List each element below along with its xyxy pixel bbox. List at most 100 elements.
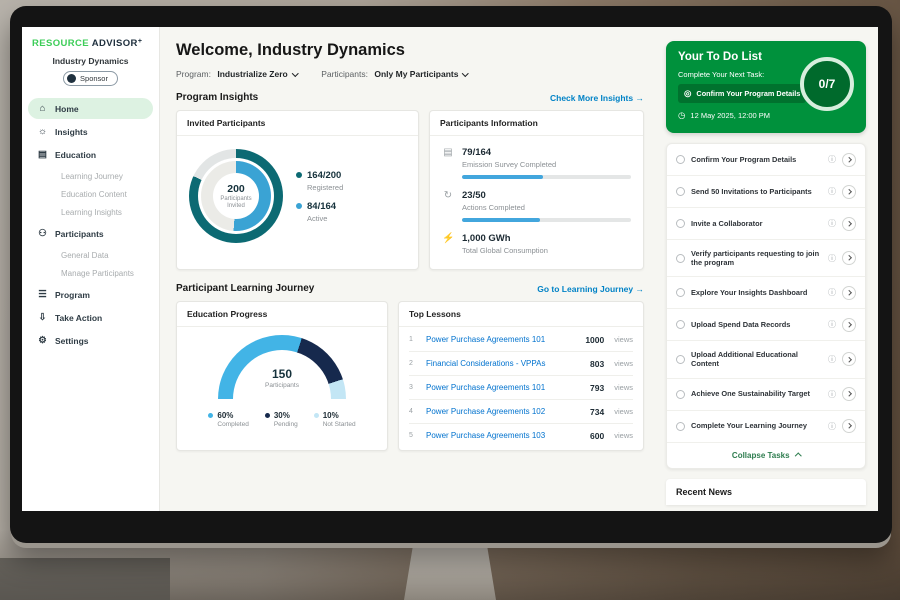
sidebar-item-learning-insights[interactable]: Learning Insights (61, 207, 122, 217)
education-progress-gauge-chart: 150 Participants (218, 335, 346, 403)
participants-filter-label: Participants: (321, 69, 368, 79)
sidebar-item-education-content[interactable]: Education Content (61, 189, 127, 199)
task-row-invite-collaborator[interactable]: Invite a Collaborator ⓘ (667, 208, 865, 240)
settings-icon: ⚙ (38, 335, 47, 346)
stat-global-consumption: ⚡ 1,000 GWh Total Global Consumption (442, 233, 631, 255)
logo-plus: + (137, 38, 143, 45)
task-row-achieve-target[interactable]: Achieve One Sustainability Target ⓘ (667, 379, 865, 411)
task-checkbox[interactable] (676, 187, 685, 196)
info-icon[interactable]: ⓘ (828, 421, 836, 431)
task-row-verify-participants[interactable]: Verify participants requesting to join t… (667, 240, 865, 278)
legend-active: 84/164 Active (296, 201, 343, 223)
todo-panel: Your To Do List Complete Your Next Task:… (656, 27, 878, 511)
sponsor-badge: Sponsor (63, 71, 118, 86)
lesson-link[interactable]: Financial Considerations - VPPAs (426, 359, 546, 368)
app-screen: RESOURCE ADVISOR+ Industry Dynamics Spon… (22, 27, 878, 511)
sidebar-item-general-data[interactable]: General Data (61, 250, 109, 260)
check-more-insights-link[interactable]: Check More Insights → (550, 93, 644, 103)
task-checkbox[interactable] (676, 320, 685, 330)
donut-center-value: 200 (227, 182, 245, 195)
info-icon[interactable]: ⓘ (828, 354, 836, 364)
sidebar-item-settings[interactable]: ⚙ Settings (28, 330, 153, 351)
task-checkbox[interactable] (676, 155, 685, 164)
info-icon[interactable]: ⓘ (828, 219, 836, 228)
app-logo: RESOURCE ADVISOR+ (22, 36, 159, 54)
sidebar-item-learning-journey[interactable]: Learning Journey (61, 171, 123, 181)
task-go-button[interactable] (842, 184, 856, 199)
info-icon[interactable]: ⓘ (828, 320, 836, 330)
task-checkbox[interactable] (676, 389, 685, 399)
lesson-row: 3 Power Purchase Agreements 101 793 view… (409, 376, 633, 400)
sidebar-item-manage-participants[interactable]: Manage Participants (61, 268, 134, 278)
task-go-button[interactable] (842, 387, 856, 401)
top-lessons-list: 1 Power Purchase Agreements 101 1000 vie… (399, 327, 643, 447)
registered-dot-icon (296, 172, 302, 178)
info-icon[interactable]: ⓘ (828, 288, 836, 298)
sidebar-item-label: Insights (55, 126, 88, 137)
info-icon[interactable]: ⓘ (828, 187, 836, 196)
actions-completed-progressbar (462, 218, 631, 222)
task-row-send-invitations[interactable]: Send 50 Invitations to Participants ⓘ (667, 176, 865, 208)
sidebar: RESOURCE ADVISOR+ Industry Dynamics Spon… (22, 27, 160, 511)
task-go-button[interactable] (842, 152, 856, 167)
info-icon[interactable]: ⓘ (828, 253, 836, 263)
active-value: 84/164 (307, 200, 337, 212)
program-filter-value: Industrialize Zero (217, 69, 288, 79)
sidebar-item-participants[interactable]: ⚇ Participants (28, 223, 153, 244)
participants-filter: Participants: Only My Participants (321, 69, 469, 79)
collapse-tasks-button[interactable]: Collapse Tasks (667, 443, 865, 468)
insights-icon: ☼ (38, 126, 47, 137)
task-checkbox[interactable] (676, 421, 685, 431)
task-go-button[interactable] (842, 352, 856, 367)
sidebar-item-home[interactable]: ⌂ Home (28, 98, 153, 119)
sidebar-item-education[interactable]: ▤ Education (28, 144, 153, 165)
task-go-button[interactable] (842, 251, 856, 266)
task-row-confirm-program[interactable]: Confirm Your Program Details ⓘ (667, 144, 865, 176)
participants-information-card-title: Participants Information (430, 111, 643, 136)
sidebar-item-take-action[interactable]: ⇩ Take Action (28, 307, 153, 328)
donut-legend: 164/200 Registered 84/164 Active (296, 161, 343, 232)
task-checkbox[interactable] (676, 354, 685, 364)
learning-journey-title: Participant Learning Journey (176, 283, 315, 294)
stat-label: Emission Survey Completed (462, 160, 557, 169)
active-label: Active (307, 213, 328, 223)
task-checkbox[interactable] (676, 288, 685, 298)
sidebar-item-insights[interactable]: ☼ Insights (28, 121, 153, 142)
task-row-complete-learning-journey[interactable]: Complete Your Learning Journey ⓘ (667, 411, 865, 443)
top-lessons-card-title: Top Lessons (399, 302, 643, 327)
task-go-button[interactable] (842, 419, 856, 433)
task-go-button[interactable] (842, 216, 856, 231)
lesson-link[interactable]: Power Purchase Agreements 101 (426, 383, 546, 392)
sponsor-icon (67, 74, 77, 83)
lesson-link[interactable]: Power Purchase Agreements 101 (426, 335, 546, 344)
page-title: Welcome, Industry Dynamics (176, 41, 405, 59)
todo-next-task[interactable]: ◎ Confirm Your Program Details (678, 84, 807, 103)
lesson-link[interactable]: Power Purchase Agreements 102 (426, 407, 546, 416)
participants-information-card: Participants Information ▤ 79/164 Emissi… (429, 110, 644, 270)
go-to-learning-journey-link[interactable]: Go to Learning Journey → (537, 284, 644, 294)
sidebar-item-label: Home (55, 103, 79, 114)
sidebar-item-label: Participants (55, 228, 104, 239)
lesson-link[interactable]: Power Purchase Agreements 103 (426, 431, 546, 440)
task-row-explore-insights[interactable]: Explore Your Insights Dashboard ⓘ (667, 277, 865, 310)
task-go-button[interactable] (842, 317, 856, 332)
participants-filter-dropdown[interactable]: Only My Participants (374, 69, 469, 79)
gauge-center-label: Participants (265, 382, 299, 389)
sidebar-item-program[interactable]: ☰ Program (28, 284, 153, 305)
program-filter-dropdown[interactable]: Industrialize Zero (217, 69, 299, 79)
education-progress-body: 150 Participants 60% Completed (177, 327, 387, 428)
info-icon[interactable]: ⓘ (828, 389, 836, 399)
program-icon: ☰ (38, 289, 47, 300)
participants-filter-value: Only My Participants (374, 69, 459, 79)
stat-label: Total Global Consumption (462, 246, 548, 255)
task-row-upload-spend-data[interactable]: Upload Spend Data Records ⓘ (667, 309, 865, 342)
todo-progress-ring: 0/7 (800, 57, 854, 111)
task-go-button[interactable] (842, 285, 856, 300)
active-dot-icon (296, 203, 302, 209)
stat-actions-completed: ↻ 23/50 Actions Completed (442, 190, 631, 222)
task-checkbox[interactable] (676, 253, 685, 263)
task-row-upload-educational-content[interactable]: Upload Additional Educational Content ⓘ (667, 341, 865, 379)
info-icon[interactable]: ⓘ (828, 155, 836, 164)
sidebar-item-label: Program (55, 289, 90, 300)
task-checkbox[interactable] (676, 219, 685, 228)
